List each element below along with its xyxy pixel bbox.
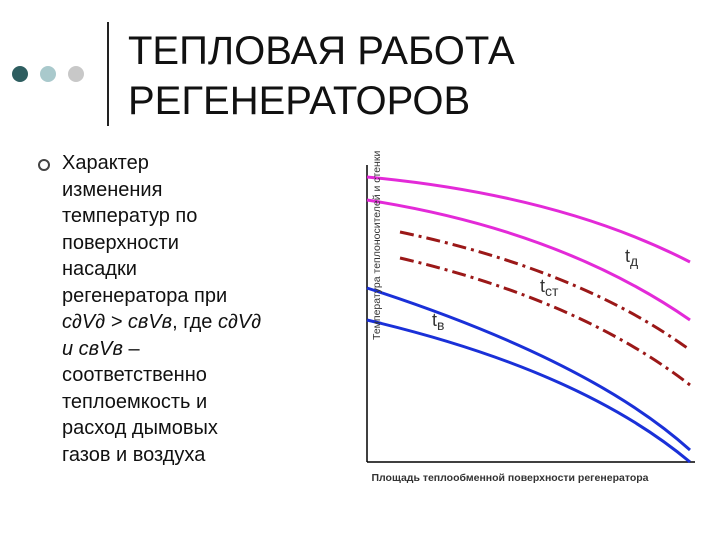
curve-gas [366,198,691,322]
bullet-segment: , где [172,311,218,333]
bullet-line: с∂V∂ > свVв, где с∂V∂ [62,309,261,336]
title-line: ТЕПЛОВАЯ РАБОТА [128,29,515,73]
curve-wall [399,256,691,387]
bullet-line: Характер [62,152,149,174]
curve-wall [399,230,691,352]
curve-gas [366,175,691,264]
bullet-line: регенератора при [62,284,228,307]
bullet-segment: с∂V∂ [217,311,262,333]
bullet-segment: и свVв [62,337,123,360]
bullet-segment: с∂V∂ > свVв [62,311,173,333]
curve-label-main: t [432,310,437,330]
curve-air [366,286,692,452]
curve-label-main: t [625,246,630,266]
curve-label-sub: д [630,253,638,269]
bullet-line: соответственно [62,364,207,386]
y-axis-label: Температура теплоносителей и стенки [371,151,383,340]
title: ТЕПЛОВАЯ РАБОТА РЕГЕНЕРАТОРОВ [128,26,515,126]
x-axis-label: Площадь теплообменной поверхности регене… [371,472,648,484]
curve-label-sub: в [437,317,444,333]
bullet-line: изменения [62,178,163,201]
bullet-text: Характер изменения температур по поверхност… [62,150,261,468]
bullet-line: поверхности [62,231,179,254]
curve-label-sub: ст [545,283,559,299]
bullet-segment: – [122,337,140,360]
title-line: РЕГЕНЕРАТОРОВ [128,79,471,123]
curve-air [366,318,691,464]
bullet-icon [38,159,50,171]
bullet-line: и свVв – [62,336,261,363]
dot [40,66,56,82]
bullet-line: температур по [62,205,198,227]
curve-label: tд [625,246,638,269]
curve-label: tст [540,276,559,299]
curve-label: tв [432,310,444,333]
dot [12,66,28,82]
curve-label-main: t [540,276,545,296]
bullet-line: газов и воздуха [62,443,206,466]
bullet-line: насадки [62,258,137,280]
bullet-line: теплоемкость и [62,390,208,413]
dot [68,66,84,82]
bullet-line: расход дымовых [62,417,218,439]
